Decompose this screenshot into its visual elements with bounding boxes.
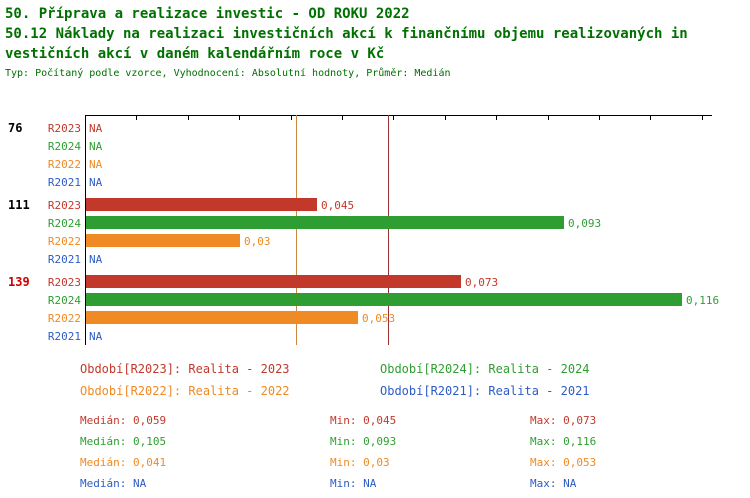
legend-item-r2022: Období[R2022]: Realita - 2022 (80, 384, 290, 398)
axis-tick (342, 116, 343, 120)
chart-meta-line: Typ: Počítaný podle vzorce, Vyhodnocení:… (5, 68, 451, 79)
stat-median-r2024: Medián: 0,105 (80, 435, 167, 448)
stat-median-r2021: Medián: NA (80, 477, 147, 490)
horizontal-bar-chart: 76 R2023 NA R2024 NA R2022 NA R2021 NA 111 R2023 0,… (0, 115, 750, 345)
na-label: NA (89, 140, 103, 153)
bar-r2022-139 (86, 311, 358, 324)
bar-value-label: 0,045 (321, 199, 355, 212)
series-row-label-r2022: R2022 (47, 158, 81, 171)
axis-tick (239, 116, 240, 120)
axis-tick (393, 116, 394, 120)
series-row-label-r2021: R2021 (47, 176, 81, 189)
axis-tick (445, 116, 446, 120)
category-axis-line (85, 115, 86, 345)
bar-r2024-139 (86, 293, 682, 306)
axis-tick (85, 116, 86, 120)
axis-tick (650, 116, 651, 120)
bar-value-label: 0,116 (686, 294, 720, 307)
legend-item-r2024: Období[R2024]: Realita - 2024 (380, 362, 590, 376)
series-row-label-r2023: R2023 (47, 122, 81, 135)
legend-item-r2023: Období[R2023]: Realita - 2023 (80, 362, 290, 376)
stat-min-r2022: Min: 0,03 (330, 456, 390, 469)
axis-tick (291, 116, 292, 120)
stat-max-r2023: Max: 0,073 (530, 414, 597, 427)
stat-min-r2024: Min: 0,093 (330, 435, 397, 448)
stat-median-r2023: Medián: 0,059 (80, 414, 167, 427)
series-row-label-r2022: R2022 (47, 312, 81, 325)
chart-title-line3: vestičních akcí v daném kalendářním roce… (5, 46, 385, 62)
axis-tick (496, 116, 497, 120)
axis-tick (136, 116, 137, 120)
legend-item-r2021: Období[R2021]: Realita - 2021 (380, 384, 590, 398)
na-label: NA (89, 176, 103, 189)
na-label: NA (89, 122, 103, 135)
axis-tick (599, 116, 600, 120)
bar-value-label: 0,073 (465, 276, 499, 289)
chart-title-line1: 50. Příprava a realizace investic - OD R… (5, 6, 410, 22)
axis-tick (702, 116, 703, 120)
series-row-label-r2024: R2024 (47, 140, 81, 153)
stat-max-r2021: Max: NA (530, 477, 577, 490)
series-row-label-r2024: R2024 (47, 294, 81, 307)
stat-min-r2021: Min: NA (330, 477, 377, 490)
group-label-76: 76 (8, 121, 23, 135)
value-axis-line (85, 115, 712, 116)
median-line-r2022 (296, 115, 297, 345)
stat-min-r2023: Min: 0,045 (330, 414, 397, 427)
bar-value-label: 0,053 (362, 312, 396, 325)
series-row-label-r2021: R2021 (47, 253, 81, 266)
bar-r2022-111 (86, 234, 240, 247)
series-row-label-r2023: R2023 (47, 276, 81, 289)
na-label: NA (89, 330, 103, 343)
bar-value-label: 0,03 (244, 235, 271, 248)
bar-r2023-111 (86, 198, 317, 211)
stat-max-r2022: Max: 0,053 (530, 456, 597, 469)
series-row-label-r2021: R2021 (47, 330, 81, 343)
group-label-139: 139 (8, 275, 30, 289)
na-label: NA (89, 158, 103, 171)
bar-value-label: 0,093 (568, 217, 602, 230)
axis-tick (548, 116, 549, 120)
series-row-label-r2024: R2024 (47, 217, 81, 230)
series-row-label-r2023: R2023 (47, 199, 81, 212)
bar-r2023-139 (86, 275, 461, 288)
stat-median-r2022: Medián: 0,041 (80, 456, 167, 469)
group-label-111: 111 (8, 198, 30, 212)
bar-r2024-111 (86, 216, 564, 229)
stat-max-r2024: Max: 0,116 (530, 435, 597, 448)
axis-tick (188, 116, 189, 120)
median-line-r2023 (388, 115, 389, 345)
chart-title-line2: 50.12 Náklady na realizaci investičních … (5, 26, 688, 42)
series-row-label-r2022: R2022 (47, 235, 81, 248)
na-label: NA (89, 253, 103, 266)
